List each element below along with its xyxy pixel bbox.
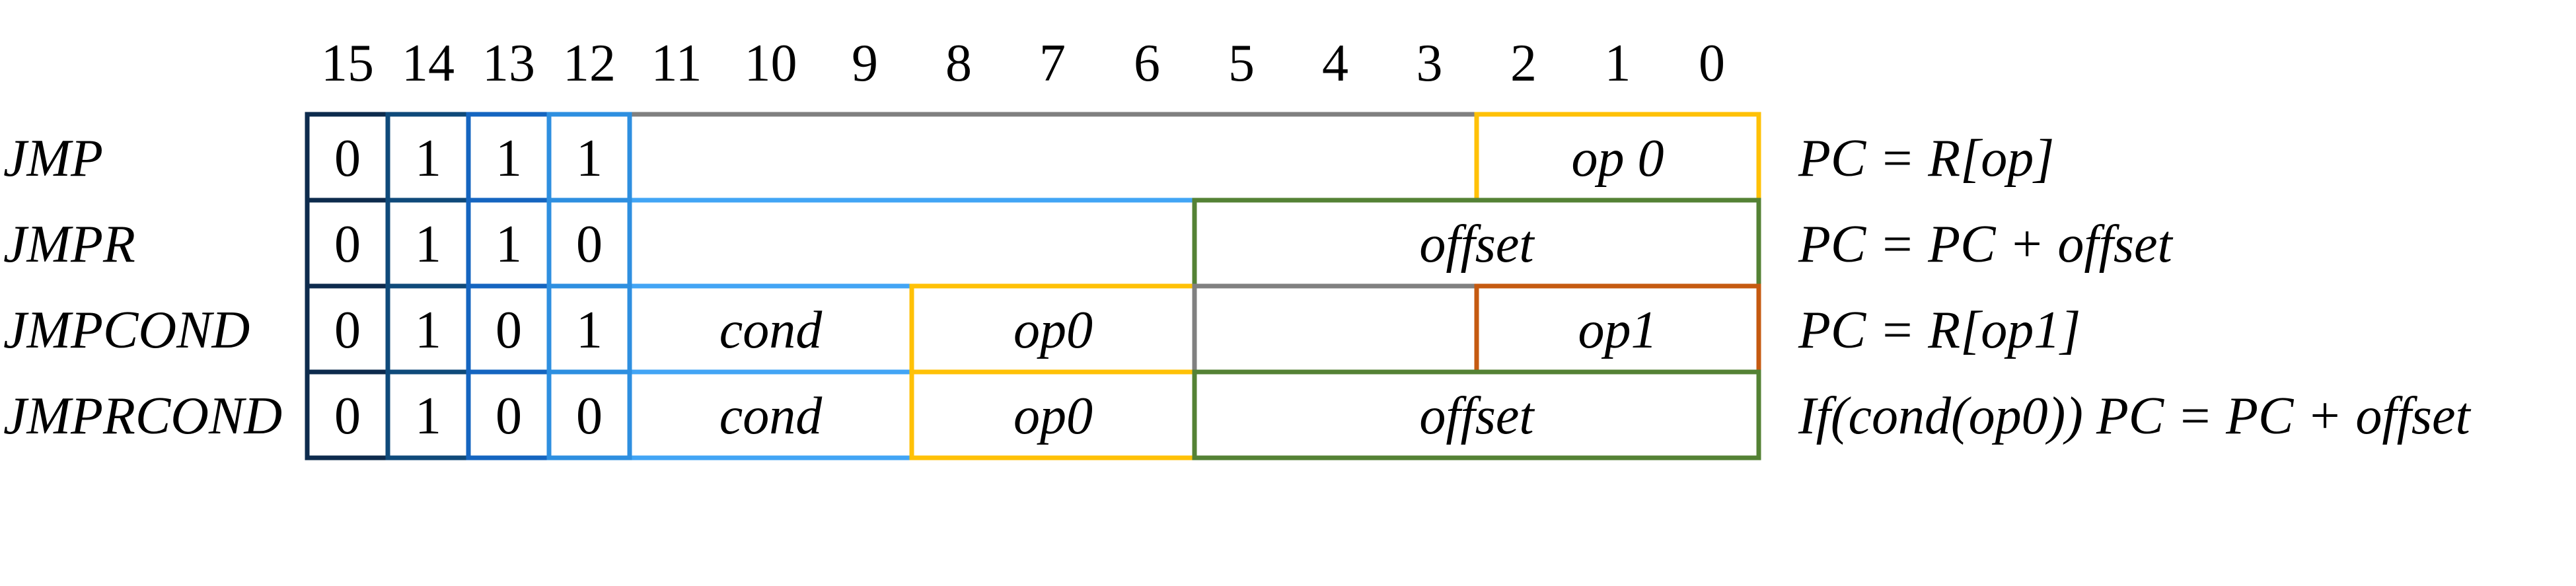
semantics-description: PC = PC + offset [1798,215,2174,274]
mnemonic: JMPCOND [3,301,250,359]
field-offset-label: offset [1419,387,1535,445]
bit-number-2: 2 [1510,34,1537,92]
bit-number-8: 8 [945,34,972,92]
bit-number-4: 4 [1322,34,1348,92]
opcode-bit-value: 1 [496,129,522,188]
field-op0-label: op0 [1013,301,1093,359]
bit-number-7: 7 [1039,34,1066,92]
field-offset-label: offset [1419,215,1535,274]
opcode-bit-value: 1 [496,215,522,274]
bit-number-13: 13 [482,34,535,92]
opcode-bit-value: 0 [576,215,603,274]
field-offset-box [1192,369,1761,460]
semantics-description: If(cond(op0)) PC = PC + offset [1798,387,2471,445]
bit-number-header: 15 14 13 12 11 10 9 8 7 6 5 4 3 2 1 0 [321,34,1725,92]
opcode-bit-value: 1 [576,301,603,359]
opcode-bit-value: 1 [415,215,441,274]
field-unused-box [627,198,1197,289]
opcode-bit-value: 0 [496,301,522,359]
mnemonic: JMPR [3,215,135,274]
opcode-bit-box [546,369,632,460]
row-jmp: JMP op 00 1 1 1 PC = R[op] [3,112,2054,203]
bit-number-12: 12 [563,34,616,92]
opcode-bit-value: 1 [415,129,441,188]
field-unused-box [627,112,1479,203]
bit-number-9: 9 [852,34,878,92]
bit-number-14: 14 [402,34,455,92]
bit-number-11: 11 [651,34,702,92]
opcode-bit-value: 0 [334,129,361,188]
opcode-bit-value: 0 [496,387,522,445]
mnemonic: JMPRCOND [3,387,282,445]
bit-number-5: 5 [1228,34,1255,92]
field-op0-label: op0 [1013,387,1093,445]
mnemonic: JMP [3,129,103,188]
field-cond-label: cond [719,387,823,445]
opcode-bit-value: 1 [415,387,441,445]
opcode-bit-value: 1 [576,129,603,188]
field-unused-box [1192,283,1479,375]
opcode-bit-value: 0 [334,387,361,445]
field-cond-label: cond [719,301,823,359]
opcode-bit-value: 0 [334,215,361,274]
field-op1-label: op1 [1578,301,1658,359]
bit-number-10: 10 [745,34,797,92]
opcode-bit-value: 1 [415,301,441,359]
bit-number-0: 0 [1699,34,1725,92]
bit-number-3: 3 [1417,34,1443,92]
field-op-0-label: op 0 [1572,129,1664,188]
bit-number-1: 1 [1605,34,1631,92]
opcode-bit-value: 0 [576,387,603,445]
semantics-description: PC = R[op1] [1798,301,2080,359]
bit-number-6: 6 [1134,34,1160,92]
bit-number-15: 15 [321,34,374,92]
semantics-description: PC = R[op] [1798,129,2054,188]
opcode-bit-value: 0 [334,301,361,359]
